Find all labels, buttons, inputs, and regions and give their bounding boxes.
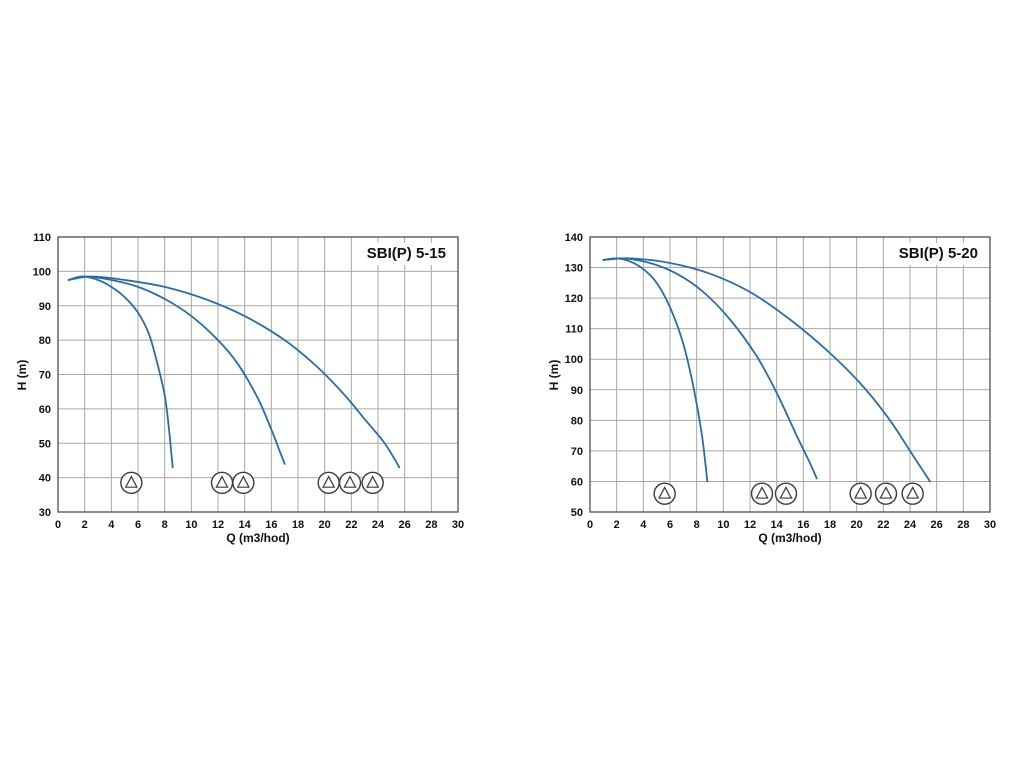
x-tick-label: 16 [265,519,277,531]
y-tick-label: 110 [33,232,51,244]
chart-plot-area: 0 2 4 6 8 10 12 14 16 18 20 22 24 26 28 305060708090100… [565,232,996,531]
plot-border [57,236,459,513]
x-tick-label: 2 [82,519,88,531]
y-axis-label: H (m) [15,359,29,391]
pump-curves [67,275,401,469]
tick-labels: 0 2 4 6 8 10 12 14 16 18 20 22 24 26 28 303040506070809… [33,232,464,531]
x-tick-label: 8 [162,519,168,531]
x-tick-label: 30 [984,519,996,531]
x-tick-label: 6 [667,519,673,531]
y-tick-label: 100 [33,266,51,278]
y-tick-label: 50 [571,507,583,519]
pump-curve [67,275,401,469]
x-tick-label: 10 [185,519,197,531]
x-tick-label: 8 [694,519,700,531]
x-tick-label: 28 [957,519,969,531]
y-axis-label: H (m) [547,359,561,391]
tick-labels: 0 2 4 6 8 10 12 14 16 18 20 22 24 26 28 305060708090100… [565,232,996,531]
pump-symbol-triangle [215,475,229,488]
x-tick-label: 12 [744,519,756,531]
pump-symbol-triangle [879,486,893,499]
grid-lines [57,236,459,513]
x-tick-label: 12 [212,519,224,531]
pump-symbol-triangle [366,475,380,488]
grid-lines [589,236,991,513]
chart-title: SBI(P) 5-20 [890,243,986,265]
chart-title: SBI(P) 5-15 [358,243,454,265]
y-tick-label: 30 [39,507,51,519]
y-tick-label: 50 [39,438,51,450]
pump-symbol-triangle [906,486,920,499]
x-tick-label: 4 [640,519,647,531]
y-tick-label: 140 [565,232,583,244]
x-tick-label: 14 [771,519,784,531]
x-axis-label: Q (m3/hod) [758,531,822,545]
x-tick-label: 6 [135,519,141,531]
y-tick-label: 60 [571,476,583,488]
y-tick-label: 80 [39,335,51,347]
x-tick-label: 20 [319,519,331,531]
pump-symbol-triangle [854,486,868,499]
pump-symbol-triangle [236,475,250,488]
x-tick-label: 18 [824,519,836,531]
x-tick-label: 20 [851,519,863,531]
x-tick-label: 2 [614,519,620,531]
x-tick-label: 24 [372,519,385,531]
y-tick-label: 110 [565,324,583,336]
pump-curve [602,257,709,483]
pump-symbols [653,482,924,505]
y-tick-label: 90 [39,301,51,313]
x-tick-label: 18 [292,519,304,531]
x-tick-label: 4 [108,519,115,531]
pump-curve-chart-sbip-5-20: 0 2 4 6 8 10 12 14 16 18 20 22 24 26 28 30 50 60 70 80 90 100… [540,225,1000,565]
y-tick-label: 120 [565,293,583,305]
pump-symbol-triangle [755,486,769,499]
pump-curves [602,257,931,483]
x-tick-label: 0 [587,519,593,531]
y-tick-label: 130 [565,263,583,275]
y-tick-label: 80 [571,415,583,427]
pump-symbols [120,471,384,494]
x-tick-label: 14 [239,519,252,531]
chart-plot-area: 0 2 4 6 8 10 12 14 16 18 20 22 24 26 28 303040506070809… [33,232,464,531]
x-tick-label: 16 [797,519,809,531]
pump-curve-chart-sbip-5-15: 0 2 4 6 8 10 12 14 16 18 20 22 24 26 28 30 30 40 50 60 70 80 9… [8,225,468,565]
x-tick-label: 30 [452,519,464,531]
y-tick-label: 40 [39,473,51,485]
x-axis-label: Q (m3/hod) [226,531,290,545]
x-tick-label: 0 [55,519,61,531]
y-tick-label: 100 [565,354,583,366]
pump-curve [67,275,174,469]
x-tick-label: 28 [425,519,437,531]
y-tick-label: 70 [571,446,583,458]
x-tick-label: 22 [877,519,889,531]
x-tick-label: 24 [904,519,917,531]
x-tick-label: 22 [345,519,357,531]
plot-border [589,236,991,513]
y-tick-label: 90 [571,385,583,397]
y-tick-label: 70 [39,370,51,382]
pump-curve [602,257,931,483]
pump-symbol-triangle [322,475,336,488]
pump-symbol-triangle [658,486,672,499]
x-tick-label: 26 [931,519,943,531]
pump-curve [67,275,286,465]
pump-symbol-triangle [343,475,357,488]
pump-symbol-triangle [779,486,793,499]
x-tick-label: 10 [717,519,729,531]
pump-curve [602,257,818,480]
y-tick-label: 60 [39,404,51,416]
pump-symbol-triangle [124,475,138,488]
x-tick-label: 26 [399,519,411,531]
